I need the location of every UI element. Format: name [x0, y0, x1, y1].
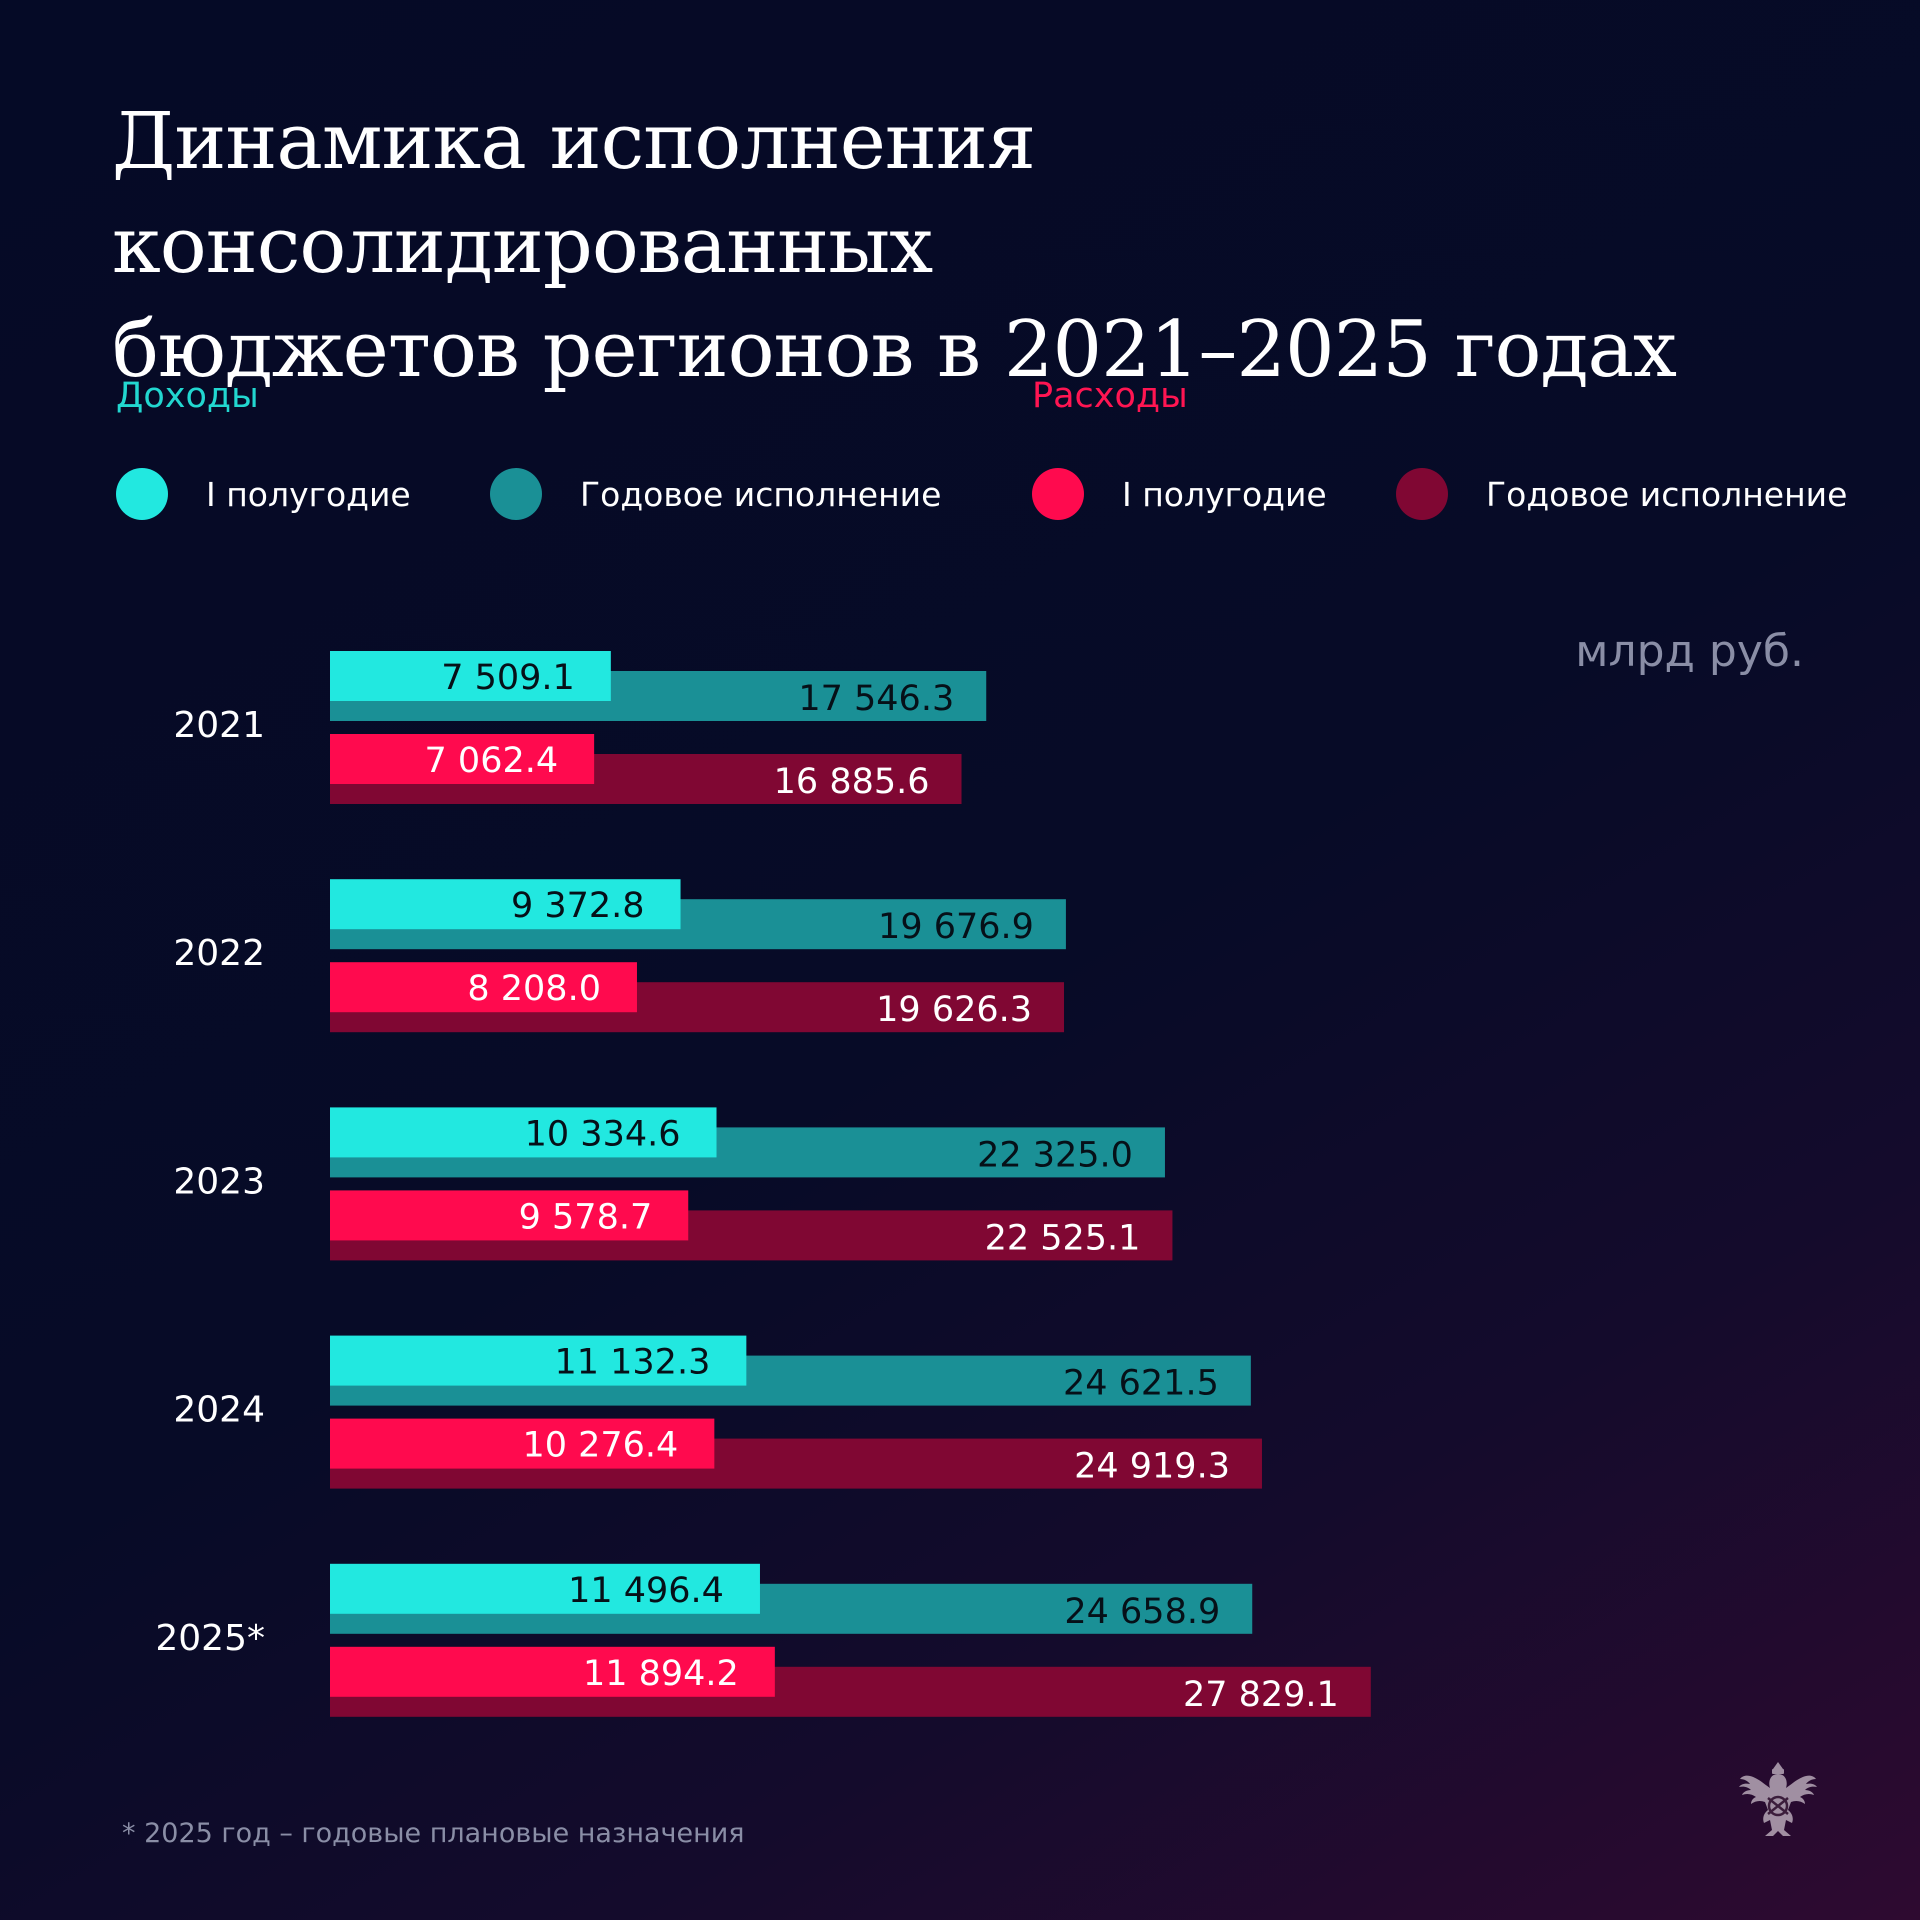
bar-value-label: 24 919.3 — [1074, 1447, 1230, 1487]
bar-value-label: 9 578.7 — [519, 1197, 653, 1237]
year-label: 2024 — [173, 1390, 265, 1431]
bar-value-label: 22 325.0 — [977, 1135, 1133, 1175]
bar-value-label: 19 626.3 — [876, 990, 1032, 1030]
legend-item-expense-half: I полугодие — [1032, 468, 1327, 520]
bar-value-label: 11 496.4 — [568, 1571, 724, 1611]
bar-value-label: 24 658.9 — [1064, 1592, 1220, 1632]
legend-item-expense-year: Годовое исполнение — [1396, 468, 1847, 520]
legend-dot-income-half — [116, 468, 168, 520]
legend-item-income-year: Годовое исполнение — [490, 468, 941, 520]
page-title: Динамика исполнения консолидированных бю… — [112, 97, 1677, 395]
bar-value-label: 17 546.3 — [798, 679, 954, 719]
legend-item-label: I полугодие — [206, 474, 411, 514]
bar-value-label: 16 885.6 — [774, 762, 930, 802]
year-label: 2023 — [173, 1161, 265, 1202]
bar-value-label: 11 132.3 — [554, 1343, 710, 1383]
legend-item-label: I полугодие — [1122, 474, 1327, 514]
legend-item-label: Годовое исполнение — [580, 474, 942, 514]
legend-item-income-half: I полугодие — [116, 468, 411, 520]
bar-expense-half — [330, 734, 595, 784]
year-label: 2021 — [173, 705, 265, 746]
bar-value-label: 11 894.2 — [583, 1654, 739, 1694]
bar-expense-half — [330, 962, 637, 1013]
bar-income-half — [330, 1107, 717, 1158]
bar-value-label: 10 276.4 — [522, 1426, 678, 1466]
bar-expense-half — [330, 1646, 775, 1697]
bar-expense-half — [330, 1418, 715, 1469]
bar-value-label: 24 621.5 — [1063, 1364, 1219, 1404]
legend-expense-label: Расходы — [1032, 376, 1188, 416]
bar-value-label: 8 208.0 — [467, 969, 601, 1009]
bar-income-half — [330, 1335, 747, 1386]
legend-item-label: Годовое исполнение — [1486, 474, 1848, 514]
bar-value-label: 7 062.4 — [425, 741, 559, 781]
unit-label: млрд руб. — [1575, 626, 1804, 677]
bar-value-label: 9 372.8 — [511, 886, 645, 926]
bar-income-half — [330, 1563, 760, 1614]
footnote: * 2025 год – годовые плановые назначения — [122, 1818, 745, 1849]
bar-value-label: 27 829.1 — [1183, 1675, 1339, 1715]
year-label: 2022 — [173, 933, 265, 974]
bar-value-label: 10 334.6 — [525, 1114, 681, 1154]
year-label: 2025* — [155, 1618, 265, 1659]
bar-expense-half — [330, 1190, 689, 1241]
bar-income-half — [330, 879, 681, 930]
bar-value-label: 7 509.1 — [441, 658, 575, 698]
bar-value-label: 19 676.9 — [878, 907, 1034, 947]
bar-value-label: 22 525.1 — [985, 1218, 1141, 1258]
legend-income-label: Доходы — [116, 376, 259, 416]
bar-income-half — [330, 651, 611, 701]
legend-dot-expense-half — [1032, 468, 1084, 520]
legend-dot-income-year — [490, 468, 542, 520]
double-headed-eagle-emblem-icon — [1739, 1762, 1817, 1836]
legend-dot-expense-year — [1396, 468, 1448, 520]
